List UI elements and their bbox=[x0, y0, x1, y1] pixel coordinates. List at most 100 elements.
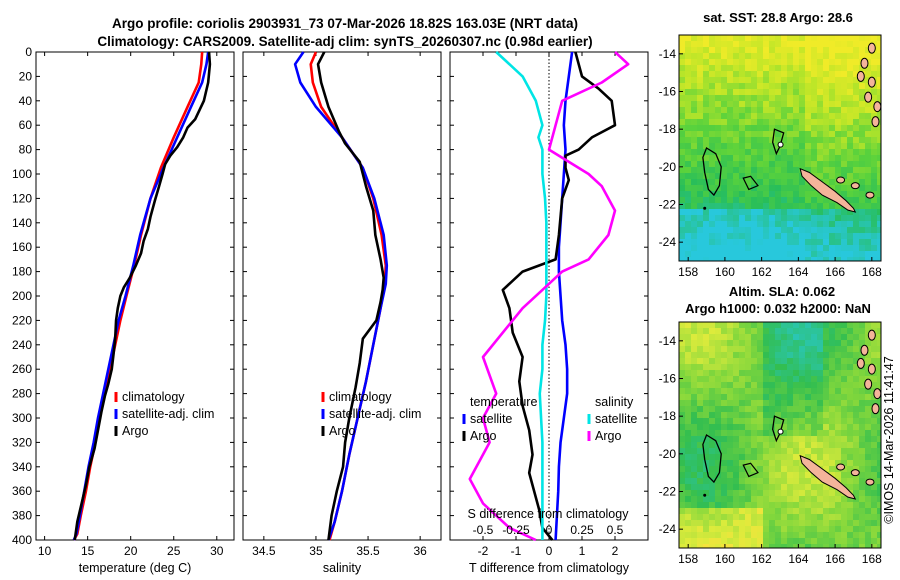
map-cell bbox=[787, 251, 794, 258]
map-cell bbox=[859, 119, 866, 126]
map-cell bbox=[679, 257, 686, 261]
map-cell bbox=[817, 197, 824, 204]
map-cell bbox=[721, 209, 728, 216]
map-cell bbox=[703, 161, 710, 168]
map-cell bbox=[835, 400, 842, 407]
map-cell bbox=[829, 472, 836, 479]
map-cell bbox=[757, 191, 764, 198]
map-cell bbox=[685, 239, 692, 246]
map-cell bbox=[853, 412, 860, 419]
map-cell bbox=[817, 155, 824, 162]
map-cell bbox=[877, 179, 881, 186]
map-cell bbox=[739, 113, 746, 120]
legend-label: satellite bbox=[470, 412, 512, 426]
map-cell bbox=[745, 388, 752, 395]
map-cell bbox=[769, 209, 776, 216]
map-cell bbox=[733, 496, 740, 503]
map-cell bbox=[793, 460, 800, 467]
map-cell bbox=[829, 496, 836, 503]
map-cell bbox=[775, 83, 782, 90]
map-cell bbox=[853, 424, 860, 431]
map-cell bbox=[721, 520, 728, 527]
map-cell bbox=[811, 119, 818, 126]
map-cell bbox=[751, 227, 758, 234]
map-cell bbox=[745, 215, 752, 222]
map-cell bbox=[691, 526, 698, 533]
map-cell bbox=[763, 215, 770, 222]
map-cell bbox=[679, 59, 686, 66]
map-cell bbox=[811, 436, 818, 443]
map-cell bbox=[811, 41, 818, 48]
sst-map-axes: 158 160 162 164 166 168-14-16-18-20-22-24 bbox=[659, 47, 882, 279]
map-cell bbox=[745, 520, 752, 527]
map-cell bbox=[811, 215, 818, 222]
map-cell bbox=[715, 233, 722, 240]
map-cell bbox=[859, 65, 866, 72]
map-cell bbox=[727, 47, 734, 54]
map-cell bbox=[787, 161, 794, 168]
map-cell bbox=[787, 179, 794, 186]
map-cell bbox=[733, 161, 740, 168]
map-cell bbox=[685, 460, 692, 467]
map-cell bbox=[847, 508, 854, 515]
map-cell bbox=[835, 520, 842, 527]
map-cell bbox=[799, 149, 806, 156]
map-cell bbox=[859, 436, 866, 443]
map-cell bbox=[859, 227, 866, 234]
map-cell bbox=[679, 173, 686, 180]
map-cell bbox=[799, 119, 806, 126]
map-cell bbox=[835, 173, 842, 180]
map-cell bbox=[709, 430, 716, 437]
map-cell bbox=[703, 334, 710, 341]
map-cell bbox=[817, 203, 824, 210]
map-cell bbox=[727, 227, 734, 234]
map-cell bbox=[853, 41, 860, 48]
map-cell bbox=[805, 83, 812, 90]
map-cell bbox=[811, 203, 818, 210]
map-cell bbox=[853, 526, 860, 533]
map-cell bbox=[823, 155, 830, 162]
map-cell bbox=[733, 71, 740, 78]
map-cell bbox=[787, 197, 794, 204]
map-cell bbox=[865, 173, 872, 180]
map-cell bbox=[847, 400, 854, 407]
map-cell bbox=[727, 526, 734, 533]
y-tick-label: 60 bbox=[19, 118, 33, 132]
map-cell bbox=[859, 209, 866, 216]
map-cell bbox=[697, 400, 704, 407]
map-cell bbox=[685, 508, 692, 515]
map-cell bbox=[697, 430, 704, 437]
map-cell bbox=[721, 418, 728, 425]
map-cell bbox=[757, 472, 764, 479]
map-cell bbox=[805, 209, 812, 216]
map-cell bbox=[859, 388, 866, 395]
map-cell bbox=[805, 334, 812, 341]
map-cell bbox=[703, 167, 710, 174]
map-cell bbox=[733, 454, 740, 461]
map-cell bbox=[769, 544, 776, 548]
map-cell bbox=[799, 544, 806, 548]
map-cell bbox=[823, 149, 830, 156]
map-cell bbox=[841, 35, 848, 42]
map-cell bbox=[775, 203, 782, 210]
map-cell bbox=[871, 430, 878, 437]
map-cell bbox=[835, 346, 842, 353]
map-cell bbox=[865, 245, 872, 252]
map-cell bbox=[751, 514, 758, 521]
map-cell bbox=[769, 400, 776, 407]
map-cell bbox=[847, 257, 854, 261]
map-cell bbox=[709, 418, 716, 425]
map-cell bbox=[709, 334, 716, 341]
map-cell bbox=[739, 412, 746, 419]
map-cell bbox=[691, 328, 698, 335]
y-tick-label: 120 bbox=[12, 191, 32, 205]
map-cell bbox=[679, 203, 686, 210]
map-cell bbox=[691, 394, 698, 401]
map-cell bbox=[859, 113, 866, 120]
map-cell bbox=[841, 394, 848, 401]
map-cell bbox=[685, 406, 692, 413]
map-cell bbox=[763, 334, 770, 341]
map-cell bbox=[709, 346, 716, 353]
map-cell bbox=[703, 251, 710, 258]
map-cell bbox=[829, 358, 836, 365]
